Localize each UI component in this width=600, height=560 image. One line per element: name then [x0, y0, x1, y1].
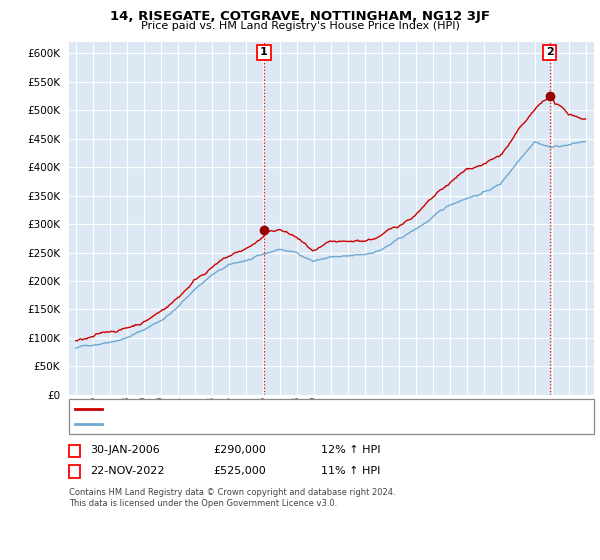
Text: Price paid vs. HM Land Registry's House Price Index (HPI): Price paid vs. HM Land Registry's House … [140, 21, 460, 31]
Text: 1: 1 [260, 47, 268, 57]
Text: 11% ↑ HPI: 11% ↑ HPI [321, 466, 380, 476]
Text: Contains HM Land Registry data © Crown copyright and database right 2024.
This d: Contains HM Land Registry data © Crown c… [69, 488, 395, 508]
Text: £525,000: £525,000 [213, 466, 266, 476]
Text: 14, RISEGATE, COTGRAVE, NOTTINGHAM, NG12 3JF: 14, RISEGATE, COTGRAVE, NOTTINGHAM, NG12… [110, 10, 490, 23]
Text: HPI: Average price, detached house, Rushcliffe: HPI: Average price, detached house, Rush… [108, 419, 352, 430]
Text: £290,000: £290,000 [213, 445, 266, 455]
Text: 22-NOV-2022: 22-NOV-2022 [90, 466, 164, 476]
Text: 14, RISEGATE, COTGRAVE, NOTTINGHAM, NG12 3JF (detached house): 14, RISEGATE, COTGRAVE, NOTTINGHAM, NG12… [108, 404, 469, 414]
Text: 2: 2 [546, 47, 554, 57]
Text: 30-JAN-2006: 30-JAN-2006 [90, 445, 160, 455]
Text: 2: 2 [71, 466, 79, 476]
Text: 1: 1 [71, 445, 79, 455]
Text: 12% ↑ HPI: 12% ↑ HPI [321, 445, 380, 455]
